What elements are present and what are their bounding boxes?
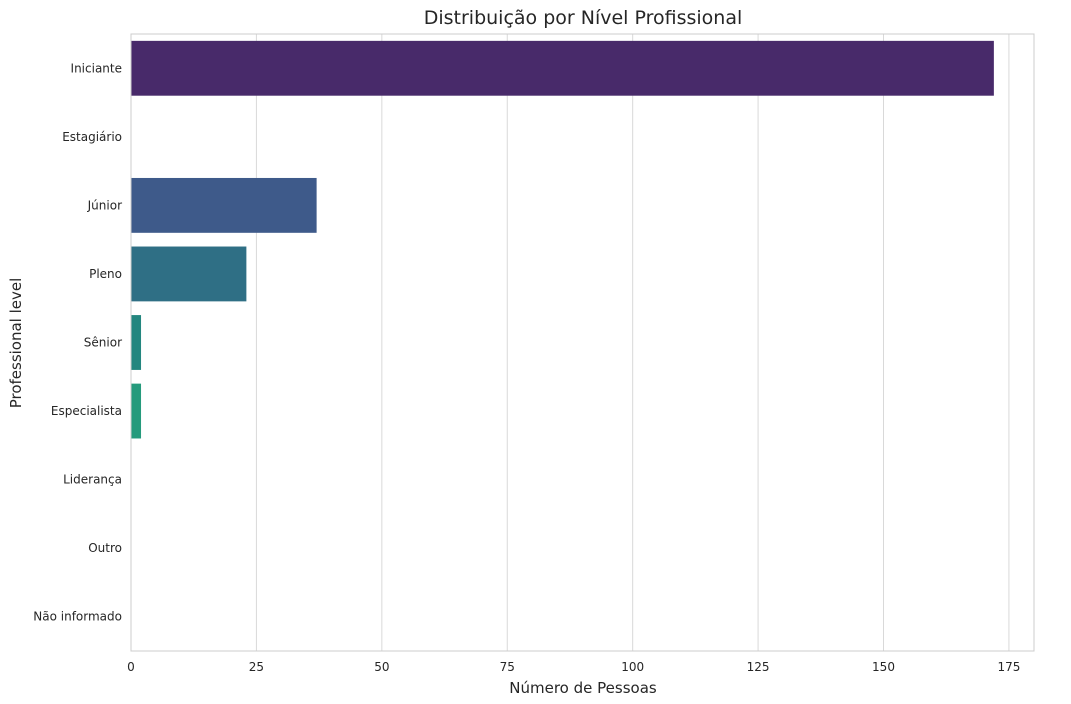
x-tick-label: 25 (249, 660, 264, 674)
bar-Pleno (131, 246, 247, 302)
y-tick-label: Liderança (63, 473, 122, 487)
y-tick-label: Iniciante (71, 61, 122, 75)
grid-lines (130, 34, 1010, 651)
x-tick-label: 125 (747, 660, 770, 674)
y-tick-label: Pleno (89, 267, 122, 281)
y-tick-label: Estagiário (62, 130, 122, 144)
plot-frame (130, 33, 1035, 652)
y-tick-label: Outro (88, 541, 122, 555)
bar-Júnior (131, 177, 317, 233)
y-tick-label: Especialista (51, 404, 122, 418)
x-axis-label: Número de Pessoas (509, 679, 657, 697)
x-tick-label: 175 (997, 660, 1020, 674)
chart-title: Distribuição por Nível Profissional (424, 7, 743, 29)
bar-Iniciante (131, 40, 994, 96)
y-axis-label: Professional level (7, 278, 25, 409)
x-tick-label: 75 (500, 660, 515, 674)
y-tick-label: Não informado (33, 610, 122, 624)
bar-Especialista (131, 383, 142, 439)
x-tick-label: 150 (872, 660, 895, 674)
y-tick-labels: Iniciante Estagiário Júnior Pleno Sênior Espe… (33, 61, 122, 623)
bars (131, 40, 994, 439)
x-tick-label: 0 (127, 660, 135, 674)
bar-Sênior (131, 315, 142, 370)
x-tick-labels: 0 25 50 75 100 125 150 175 (127, 660, 1020, 674)
x-tick-label: 50 (374, 660, 389, 674)
y-tick-label: Sênior (84, 336, 122, 350)
x-tick-label: 100 (621, 660, 644, 674)
y-tick-label: Júnior (87, 198, 122, 212)
